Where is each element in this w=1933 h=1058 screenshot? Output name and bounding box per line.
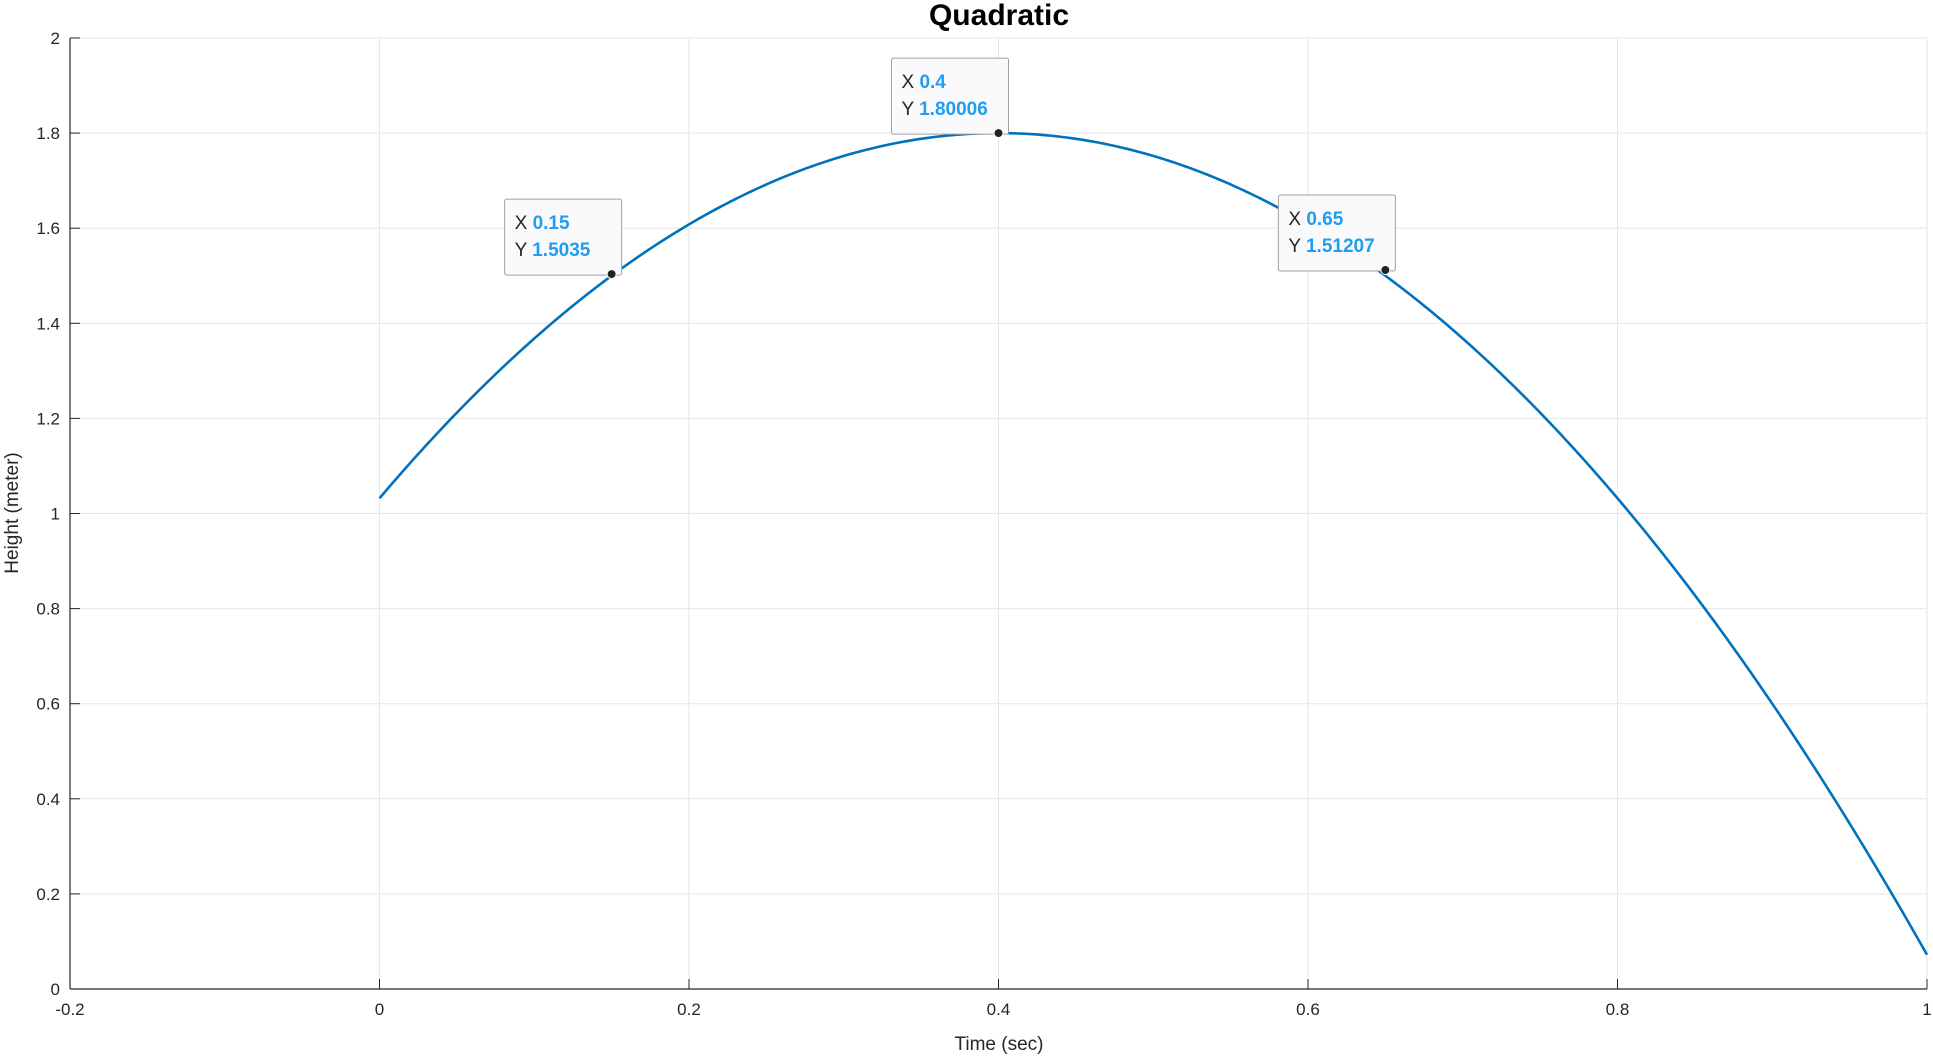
y-tick-label: 1.8 [36,124,60,143]
datatip-y-key: Y 1.5035 [515,240,591,261]
x-tick-label: 0.8 [1606,1000,1630,1019]
x-axis-label: Time (sec) [954,1034,1043,1055]
datatip-x-key: X 0.4 [902,72,947,93]
datatip-y-value: 1.5035 [532,240,591,261]
datatip-x-value: 0.65 [1306,209,1343,230]
datatip-x-key: X 0.15 [515,213,570,234]
datatip[interactable]: X 0.4 Y 1.80006 [891,57,1009,139]
y-tick-label: 0.6 [36,695,60,714]
y-tick-label: 0.2 [36,885,60,904]
x-tick-label: -0.2 [55,1000,84,1019]
x-tick-label: 0.2 [677,1000,701,1019]
y-tick-label: 2 [51,29,60,48]
x-tick-label: 0 [375,1000,384,1019]
series-line [378,131,1929,956]
datatip-x-value: 0.15 [533,213,570,234]
datatip-box [504,198,623,276]
datatip-y-key: Y 1.51207 [1288,236,1374,257]
datatip[interactable]: X 0.15 Y 1.5035 [504,198,623,280]
datatip-x-value: 0.4 [919,72,946,93]
y-tick-label: 1 [51,505,60,524]
datatip-y-value: 1.51207 [1306,236,1375,257]
datatip-marker[interactable] [993,128,1004,139]
datatip-y-key: Y 1.80006 [902,99,988,120]
grid-lines [69,37,1928,990]
y-tick-label: 0.8 [36,600,60,619]
x-tick-label: 0.4 [987,1000,1011,1019]
chart-title: Quadratic [929,0,1069,32]
y-tick-label: 1.6 [36,219,60,238]
datatip-marker[interactable] [606,269,617,280]
datatips: X 0.15 Y 1.5035 X 0.4 Y 1.80006 X 0.65 Y 1.51… [504,57,1396,280]
tick-marks [69,37,1928,990]
x-tick-label: 0.6 [1296,1000,1320,1019]
y-tick-label: 1.4 [36,314,60,333]
y-tick-label: 0 [51,980,60,999]
x-tick-labels: -0.2 0 0.2 0.4 0.6 0.8 1 [55,1000,1931,1019]
y-tick-labels: 0 0.2 0.4 0.6 0.8 1 1.2 1.4 1.6 1.8 2 [36,29,60,999]
y-tick-label: 1.2 [36,409,60,428]
y-axis-label: Height (meter) [2,452,23,573]
datatip-y-value: 1.80006 [919,99,988,120]
datatip-x-key: X 0.65 [1288,209,1343,230]
datatip-box [891,57,1009,135]
datatip[interactable]: X 0.65 Y 1.51207 [1277,194,1396,276]
x-tick-label: 1 [1922,1000,1931,1019]
datatip-box [1277,194,1396,272]
datatip-marker[interactable] [1380,265,1391,276]
y-tick-label: 0.4 [36,790,60,809]
